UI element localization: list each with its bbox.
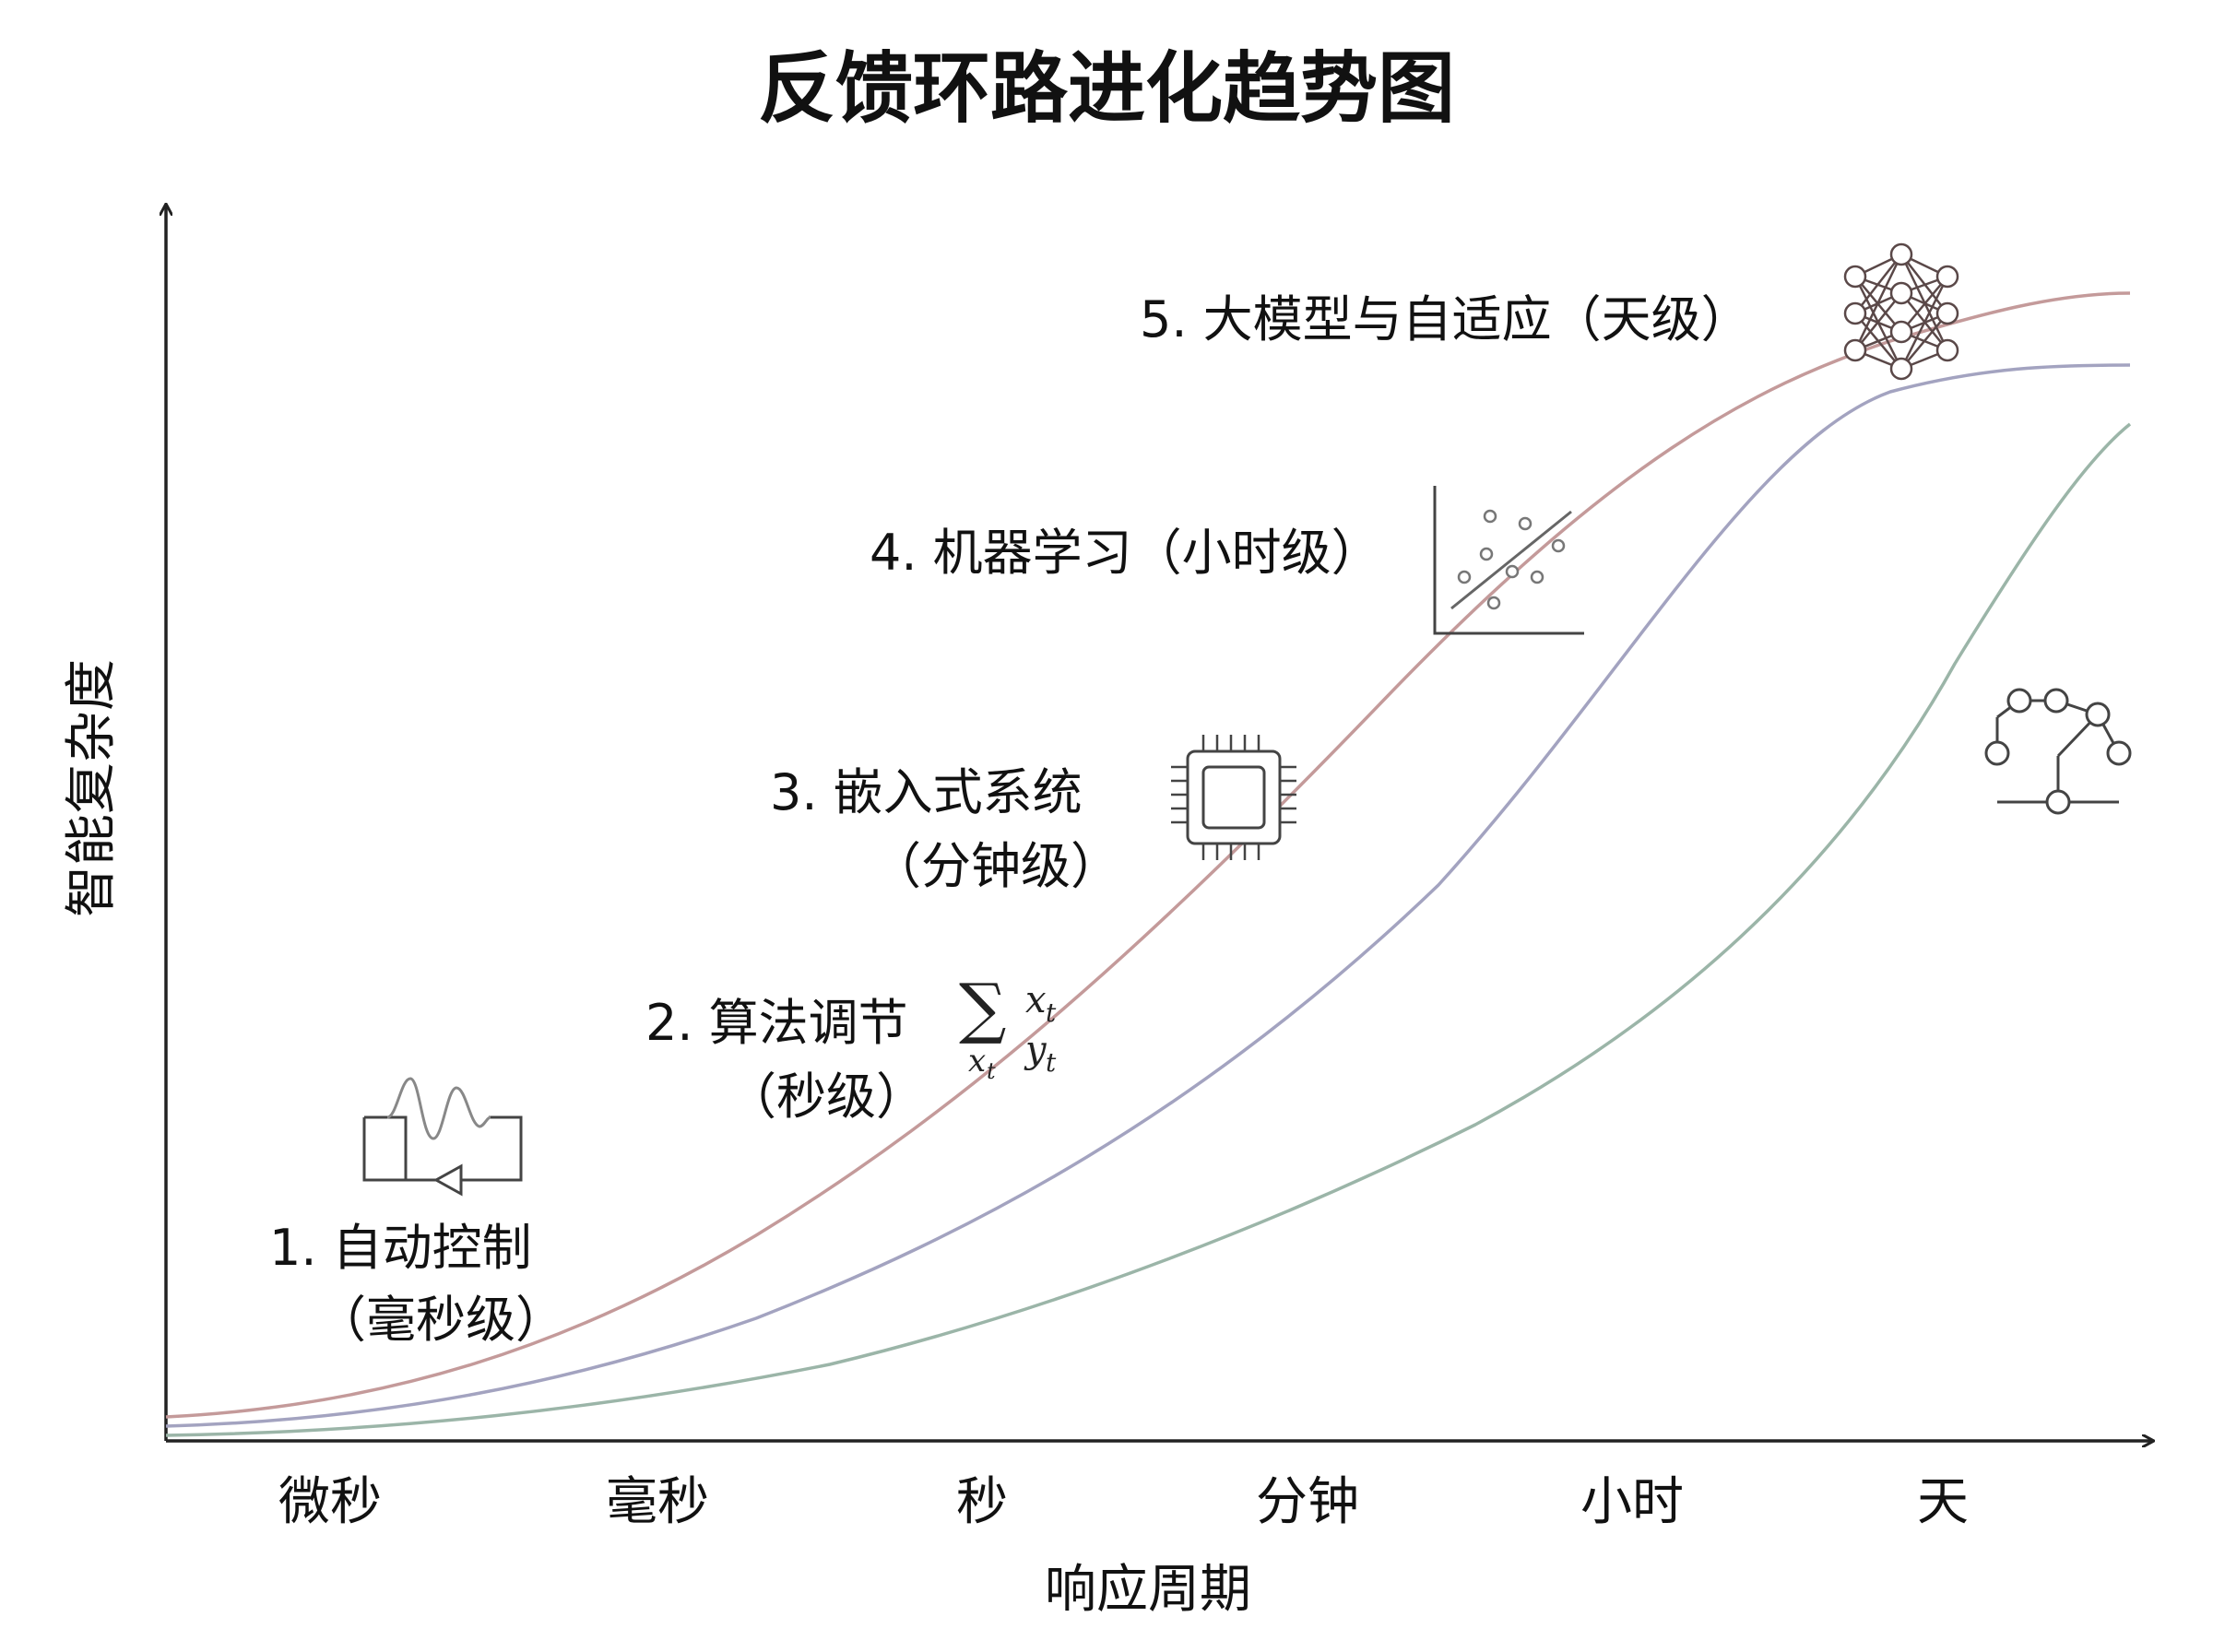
x-tick-label: 分钟: [1256, 1472, 1359, 1532]
svg-text:∑: ∑: [959, 969, 1006, 1046]
stage-4: 4. 机器学习（小时级）: [870, 486, 1584, 635]
neural-network-icon: [1843, 242, 1959, 381]
x-tick-label: 天: [1917, 1472, 1969, 1532]
trend-curve-middle: [165, 363, 2131, 1428]
svg-text:x: x: [1025, 979, 1047, 1021]
stage-5-title: 5. 大模型与自适应（天级）: [1140, 290, 1751, 348]
stage-3: 3. 嵌入式系统 （分钟级）: [770, 735, 1296, 895]
x-tick-label: 毫秒: [606, 1472, 709, 1532]
x-tick-label: 微秒: [278, 1472, 382, 1532]
stage-3-title: 3. 嵌入式系统: [770, 763, 1083, 821]
stage-2-title: 2. 算法调节: [645, 994, 908, 1052]
x-tick-labels: 微秒 毫秒 秒 分钟 小时 天: [278, 1472, 1969, 1532]
stage-1: 1. 自动控制 （毫秒级）: [269, 1077, 565, 1349]
stage-2: 2. 算法调节 （秒级） ∑ x t y t x t: [645, 969, 1057, 1126]
svg-text:y: y: [1024, 1029, 1047, 1071]
svg-text:t: t: [1046, 1047, 1057, 1078]
chart-title: 反馈环路进化趋势图: [758, 43, 1455, 134]
scatter-regression-icon: [1433, 486, 1584, 635]
summation-formula-icon: ∑ x t y t x t: [959, 969, 1057, 1084]
axes: [166, 205, 2153, 1441]
stage-2-subtitle: （秒级）: [727, 1068, 926, 1126]
stage-5: 5. 大模型与自适应（天级）: [1140, 242, 1959, 381]
stage-1-title: 1. 自动控制: [269, 1219, 532, 1277]
stage-4-title: 4. 机器学习（小时级）: [870, 524, 1381, 582]
svg-text:t: t: [987, 1058, 996, 1084]
microchip-icon: [1171, 735, 1296, 860]
x-axis-label: 响应周期: [1045, 1560, 1251, 1620]
svg-text:t: t: [1046, 997, 1057, 1028]
x-tick-label: 秒: [956, 1472, 1008, 1532]
x-tick-label: 小时: [1580, 1472, 1684, 1532]
trend-curve-lower: [165, 422, 2132, 1437]
svg-text:x: x: [968, 1043, 986, 1080]
stage-3-subtitle: （分钟级）: [871, 837, 1120, 895]
feedback-loop-icon: [362, 1077, 523, 1197]
stage-1-subtitle: （毫秒级）: [316, 1291, 565, 1349]
y-axis-label: 智能复杂度: [62, 659, 122, 917]
tree-graph-icon: [1984, 688, 2132, 815]
